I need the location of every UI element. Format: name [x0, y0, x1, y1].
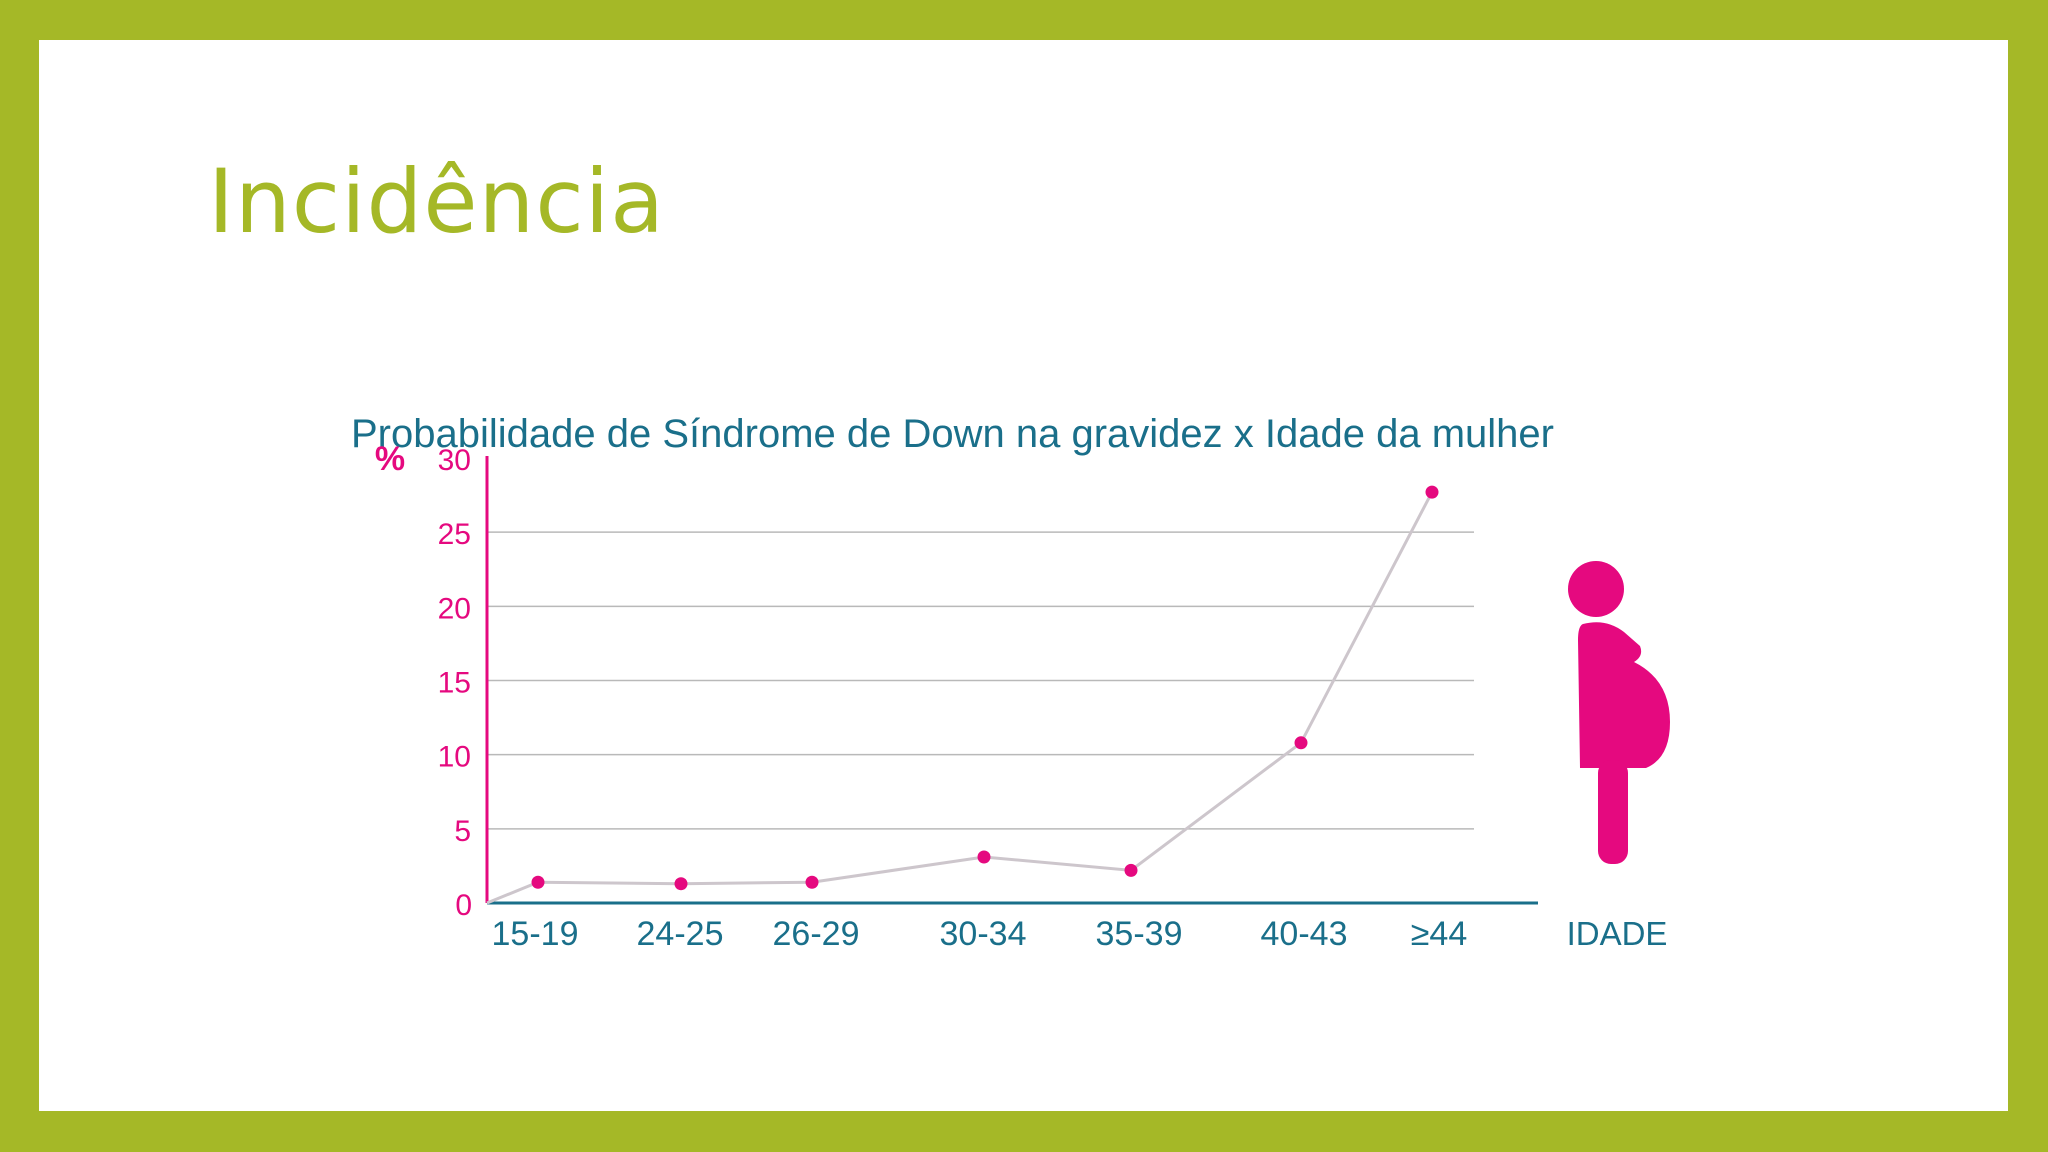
x-tick-label: 35-39: [1096, 915, 1183, 953]
x-tick-label: ≥44: [1411, 915, 1467, 953]
x-tick-label: 40-43: [1261, 915, 1348, 953]
slide: Incidência Probabilidade de Síndrome de …: [39, 40, 2008, 1111]
y-tick-label: 10: [438, 741, 471, 774]
x-tick-label: 24-25: [637, 915, 724, 953]
x-tick-label: 30-34: [940, 915, 1027, 953]
slide-title: Incidência: [208, 150, 666, 253]
y-tick-label: 0: [455, 889, 472, 922]
x-axis-label: IDADE: [1567, 915, 1668, 952]
data-point: [1124, 863, 1138, 877]
data-point: [977, 850, 991, 864]
data-point: [531, 875, 545, 889]
chart-title: Probabilidade de Síndrome de Down na gra…: [351, 412, 1554, 456]
series-line: [486, 491, 1434, 905]
data-point: [805, 875, 819, 889]
y-axis-label: %: [375, 440, 405, 478]
y-tick-label: 5: [454, 815, 471, 848]
y-tick-label: 20: [438, 592, 471, 625]
x-tick-label: 26-29: [773, 915, 860, 953]
data-point: [674, 877, 688, 891]
pregnant-woman-icon: [1568, 561, 1670, 864]
y-tick-label: 25: [438, 518, 471, 551]
data-point: [1294, 736, 1308, 750]
y-tick-label: 30: [438, 444, 471, 477]
x-tick-label: 15-19: [492, 915, 579, 953]
y-tick-label: 15: [438, 667, 471, 700]
data-point: [1425, 485, 1439, 499]
